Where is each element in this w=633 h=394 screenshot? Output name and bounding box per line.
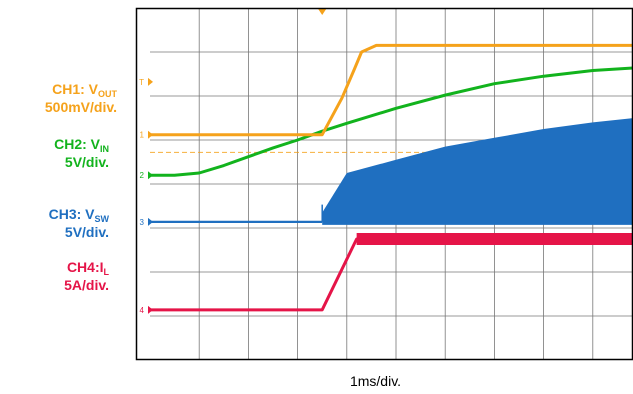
ch-marker-label: 3 <box>140 218 145 227</box>
ch-marker-label: 4 <box>140 306 145 315</box>
ch3-switching-envelope <box>322 118 633 225</box>
ch1-label: CH1: VOUT 500mV/div. <box>0 80 117 116</box>
ch-marker-arrow <box>148 130 153 139</box>
ch2-vin-trace <box>150 66 633 177</box>
ch-marker-arrow <box>148 171 153 180</box>
ch4-sub: L <box>103 267 110 277</box>
series-layer <box>150 9 633 312</box>
ch1-sub: OUT <box>98 89 117 99</box>
ch-marker-label: T <box>139 78 144 87</box>
ch3-name: CH3: V <box>48 206 95 222</box>
ch4-ripple-band <box>356 233 633 245</box>
ch-marker-arrow <box>148 77 153 86</box>
ch-marker-arrow <box>148 305 153 314</box>
ch2-scale: 5V/div. <box>64 154 109 170</box>
ch1-vout-trace <box>150 43 633 137</box>
ch2-name: CH2: V <box>54 136 100 152</box>
ch1-scale: 500mV/div. <box>44 99 117 115</box>
ch-marker-arrow <box>148 217 153 226</box>
ch-marker-label: 1 <box>140 131 145 140</box>
grid <box>150 8 633 360</box>
ch2-label: CH2: VIN 5V/div. <box>0 135 109 171</box>
ch4-scale: 5A/div. <box>64 277 109 293</box>
ch4-label: CH4:IL 5A/div. <box>0 258 109 294</box>
x-axis-label: 1ms/div. <box>349 373 402 389</box>
channel-markers: 1 2 3 4 T <box>139 77 153 315</box>
ch-marker-label: 2 <box>140 171 145 180</box>
ch2-sub: IN <box>100 144 109 154</box>
ch3-scale: 5V/div. <box>64 224 109 240</box>
ch3-sub: SW <box>94 214 110 224</box>
ch3-label: CH3: VSW 5V/div. <box>0 205 109 241</box>
trigger-marker <box>318 9 327 15</box>
ch4-name: CH4:I <box>66 259 104 275</box>
ch1-name: CH1: V <box>52 81 98 97</box>
